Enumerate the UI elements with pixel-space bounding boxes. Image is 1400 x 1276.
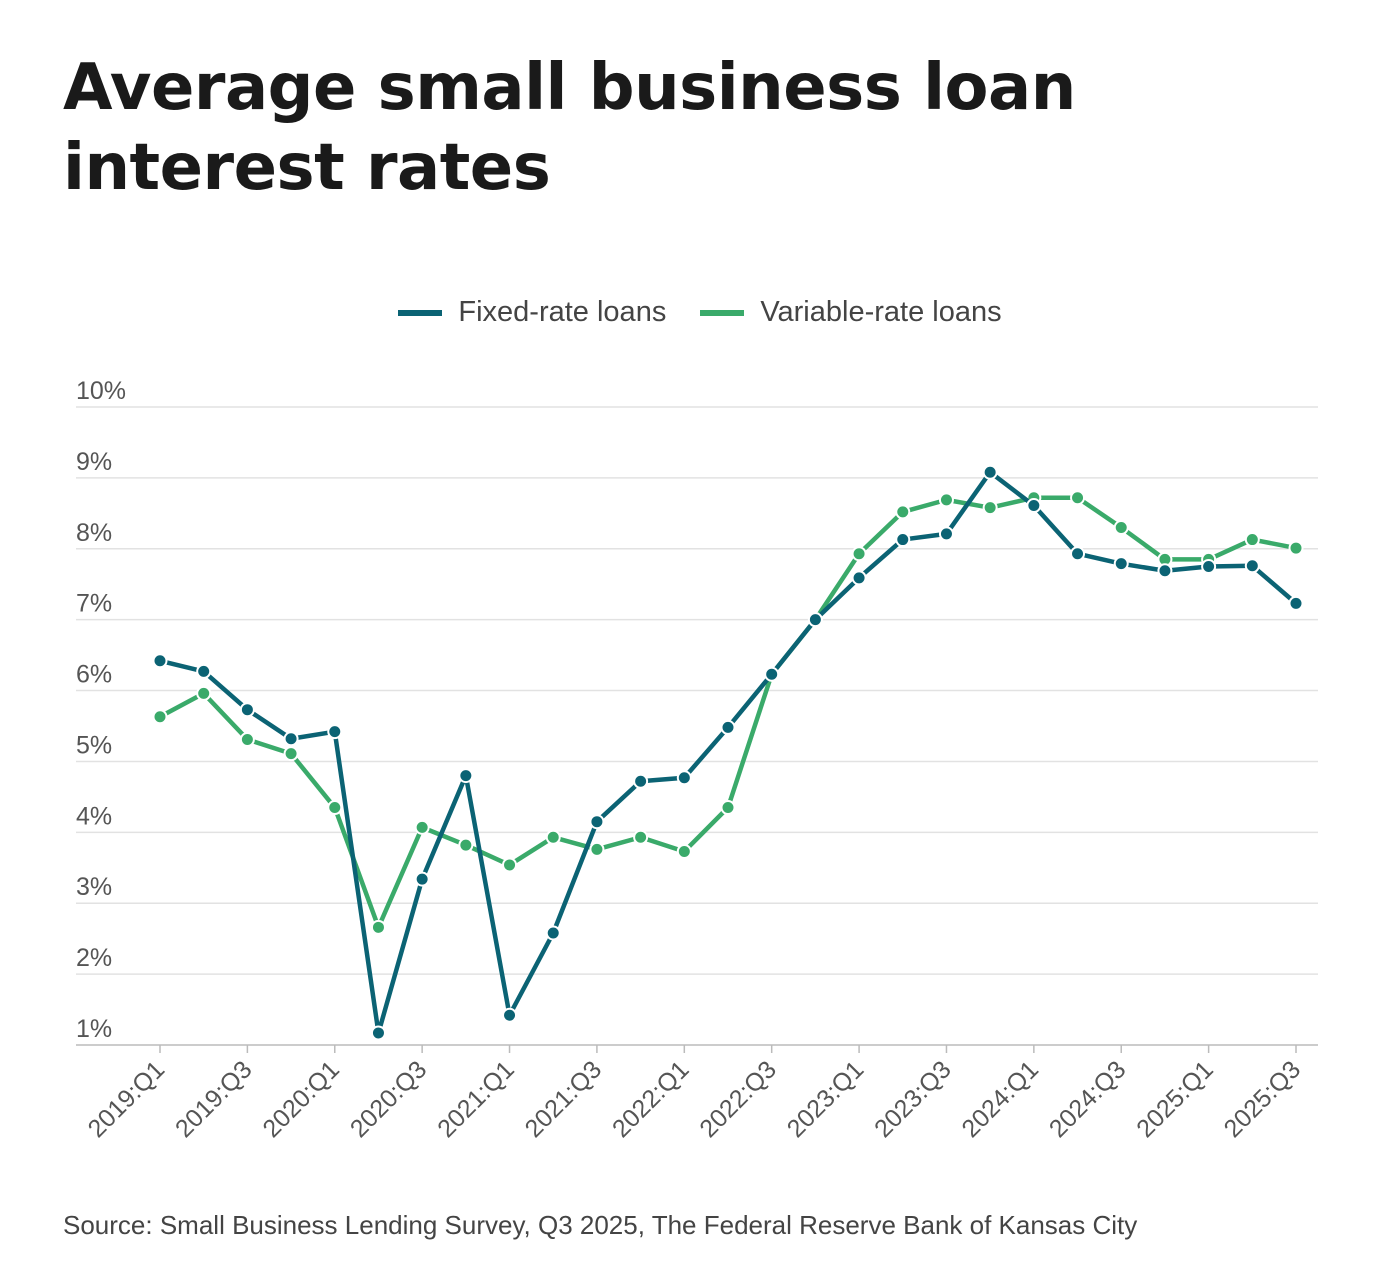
data-point-variable [239,731,255,747]
data-point-fixed [720,719,736,735]
data-point-variable [152,709,168,725]
data-point-fixed [1288,595,1304,611]
x-tick-label: 2023:Q3 [869,1055,957,1143]
data-point-variable [1288,540,1304,556]
x-tick-label: 2021:Q1 [432,1055,520,1143]
data-point-variable [283,746,299,762]
data-point-variable [633,829,649,845]
y-tick-label: 8% [76,519,112,547]
x-tick-label: 2021:Q3 [520,1055,608,1143]
data-point-fixed [414,871,430,887]
x-tick-label: 2020:Q1 [257,1055,345,1143]
x-tick-label: 2019:Q1 [83,1055,171,1143]
data-point-fixed [1201,559,1217,574]
data-point-fixed [1157,563,1173,579]
data-point-fixed [239,702,255,718]
x-tick-label: 2024:Q1 [956,1055,1044,1143]
legend: Fixed-rate loans Variable-rate loans [0,296,1400,329]
legend-swatch-fixed [398,309,443,316]
data-point-fixed [370,1025,386,1041]
data-point-variable [851,546,867,562]
y-tick-label: 7% [76,590,112,618]
x-tick-label: 2020:Q3 [345,1055,433,1143]
data-point-fixed [589,814,605,830]
data-point-variable [720,800,736,816]
x-tick-label: 2023:Q1 [782,1055,870,1143]
data-point-fixed [982,464,998,480]
data-point-variable [414,819,430,835]
y-tick-label: 1% [76,1015,112,1043]
data-point-fixed [152,653,168,669]
data-point-variable [938,492,954,508]
legend-item-fixed: Fixed-rate loans [398,296,666,329]
data-point-fixed [807,612,823,628]
data-point-variable [1244,532,1260,548]
data-point-fixed [458,768,474,784]
data-point-fixed [1070,546,1086,562]
y-tick-label: 4% [76,802,112,830]
data-point-variable [1113,520,1129,536]
y-tick-label: 3% [76,873,112,901]
data-point-variable [895,504,911,520]
data-point-fixed [283,731,299,747]
x-tick-label: 2025:Q3 [1219,1055,1307,1143]
data-point-variable [327,800,343,816]
y-tick-label: 2% [76,944,112,972]
data-point-fixed [676,770,692,786]
data-point-variable [458,837,474,853]
series-line-fixed [159,469,1298,1036]
x-tick-label: 2022:Q3 [694,1055,782,1143]
source-note: Source: Small Business Lending Survey, Q… [63,1210,1138,1240]
data-point-fixed [895,532,911,548]
y-tick-label: 10% [76,377,126,405]
y-tick-label: 6% [76,661,112,689]
y-tick-label: 5% [76,731,112,759]
x-tick-label: 2025:Q1 [1131,1055,1219,1143]
data-point-variable [589,841,605,857]
data-point-variable [196,685,212,701]
data-point-variable [370,919,386,935]
data-point-fixed [938,526,954,542]
legend-label-variable: Variable-rate loans [760,296,1002,328]
legend-item-variable: Variable-rate loans [700,296,1002,329]
data-point-fixed [764,666,780,682]
chart-title: Average small business loan interest rat… [63,51,1076,205]
data-point-variable [1070,490,1086,506]
data-point-fixed [1026,498,1042,514]
data-point-fixed [851,570,867,586]
data-point-fixed [633,773,649,789]
data-point-variable [545,829,561,845]
data-point-fixed [1113,556,1129,572]
data-point-fixed [545,925,561,941]
y-tick-label: 9% [76,448,112,476]
legend-label-fixed: Fixed-rate loans [458,296,667,328]
data-point-variable [502,857,518,873]
data-point-variable [982,500,998,516]
data-point-fixed [196,663,212,679]
x-tick-label: 2022:Q1 [607,1055,695,1143]
legend-swatch-variable [700,309,745,316]
data-point-fixed [327,724,343,740]
x-tick-label: 2024:Q3 [1044,1055,1132,1143]
data-point-variable [676,843,692,859]
x-tick-label: 2019:Q3 [170,1055,258,1143]
data-point-fixed [1244,558,1260,574]
data-point-fixed [502,1007,518,1023]
